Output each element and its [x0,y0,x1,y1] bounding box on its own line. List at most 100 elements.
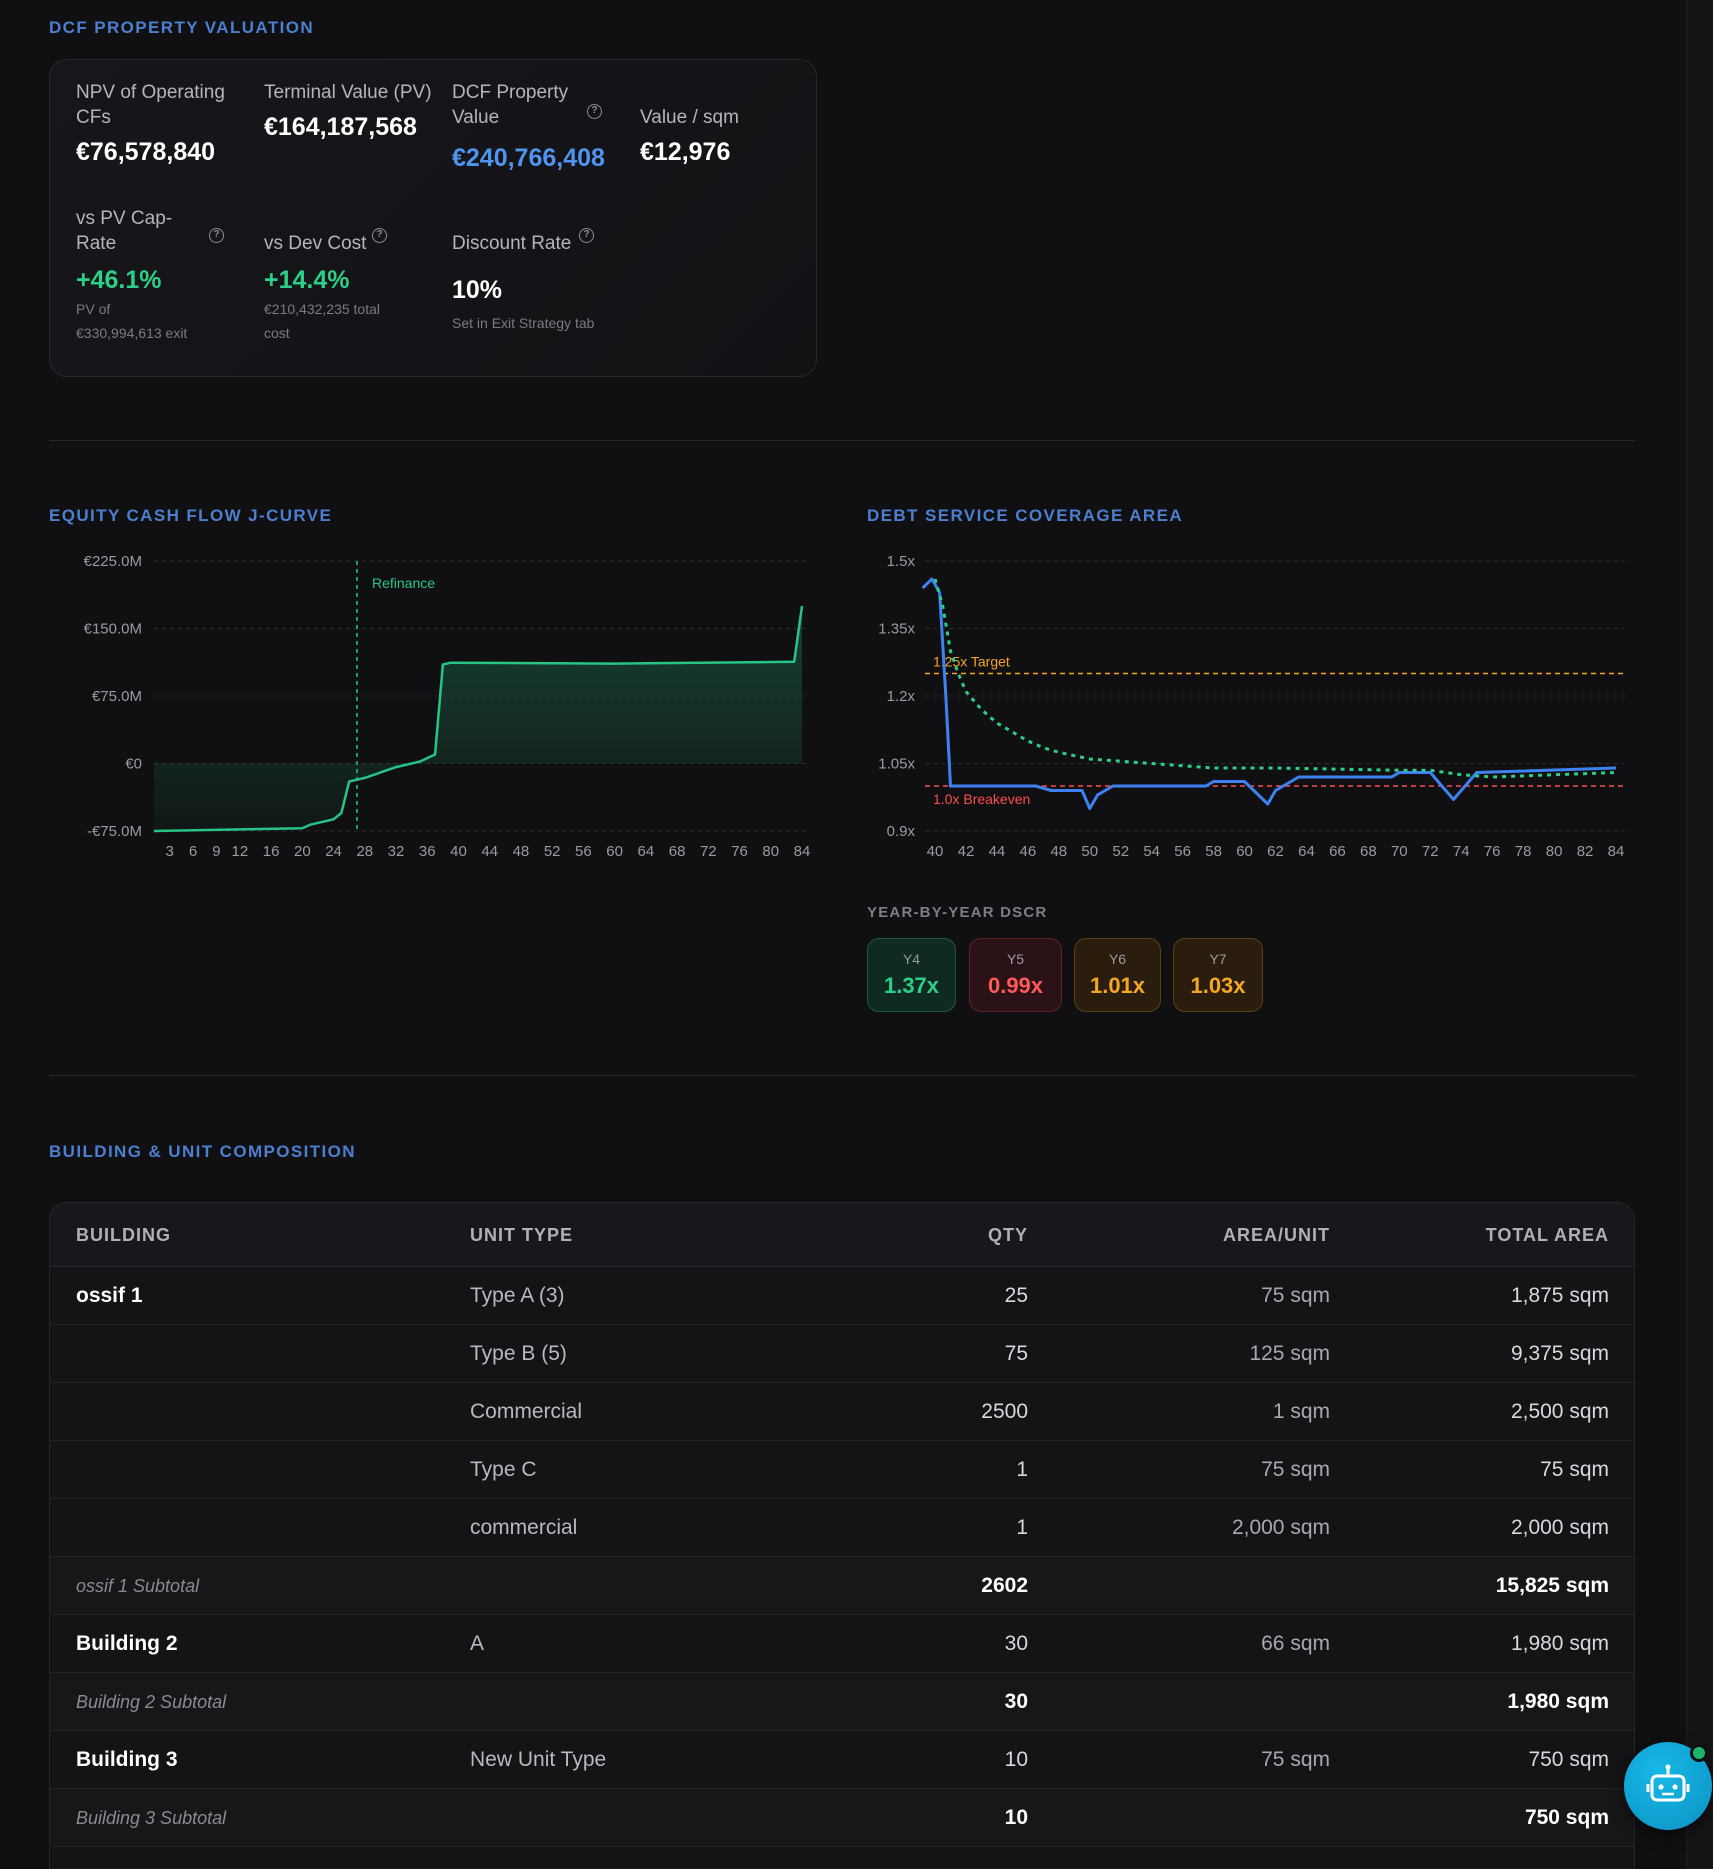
area-per-unit: 125 sqm [1249,1342,1330,1365]
dcf-value: €240,766,408 [452,144,605,172]
area-per-unit: 75 sqm [1261,1284,1330,1307]
x-tick-label: 64 [638,843,655,860]
divider [49,440,1635,441]
online-status-dot [1690,1744,1708,1762]
y-tick-label: 1.35x [878,621,915,638]
x-tick-label: 80 [1546,843,1563,860]
x-tick-label: 50 [1081,843,1098,860]
dev-cost-sub: €210,432,235 total cost [264,301,380,341]
y-tick-label: €75.0M [92,688,142,705]
dcf-section-title: DCF PROPERTY VALUATION [49,18,315,37]
col-area-unit[interactable]: AREA/UNIT [1223,1225,1330,1245]
x-tick-label: 74 [1453,843,1470,860]
unit-type: Type C [470,1458,537,1481]
cap-rate-label: vs PV Cap-Rate [76,208,173,254]
table-header: BUILDING UNIT TYPE QTY AREA/UNIT TOTAL A… [50,1203,1634,1267]
x-tick-label: 52 [1112,843,1129,860]
subtotal-total: 1,980 sqm [1507,1690,1609,1713]
cap-rate-value: +46.1% [76,266,162,294]
building-name: Building 3 [76,1748,178,1771]
qty: 1 [1016,1516,1028,1539]
x-tick-label: 46 [1020,843,1037,860]
total-area: 1,980 sqm [1510,1632,1609,1655]
x-tick-label: 56 [1174,843,1191,860]
terminal-metric: Terminal Value (PV) €164,187,568 [264,80,444,142]
dscr-chip-y6: Y6 1.01x [1074,938,1161,1012]
dscr-line [921,577,1617,810]
area-per-unit: 75 sqm [1261,1458,1330,1481]
cap-rate-help-icon[interactable]: ? [209,228,224,243]
table-row: Type B (5) 75 125 sqm 9,375 sqm [50,1325,1634,1383]
target-label: 1.25x Target [933,654,1010,670]
x-tick-label: 16 [263,843,280,860]
dscr-chip-y4: Y4 1.37x [867,938,956,1012]
x-tick-label: 60 [1236,843,1253,860]
x-tick-label: 40 [927,843,944,860]
x-tick-label: 20 [294,843,311,860]
x-tick-label: 32 [388,843,405,860]
divider [49,1075,1635,1076]
total-area: 750 sqm [1528,1748,1609,1771]
qty: 30 [1004,1632,1028,1655]
npv-label: NPV of Operating CFs [76,82,225,128]
chip-value: 0.99x [987,973,1044,998]
x-tick-label: 70 [1391,843,1408,860]
discount-rate-value: 10% [452,276,503,304]
x-tick-label: 56 [575,843,592,860]
subtotal-label: Building 2 Subtotal [76,1692,227,1712]
npv-metric: NPV of Operating CFs €76,578,840 [76,80,256,167]
col-qty[interactable]: QTY [987,1225,1028,1245]
x-tick-label: 72 [700,843,717,860]
subtotal-qty: 2602 [981,1574,1028,1597]
subtotal-row: ossif 1 Subtotal 2602 15,825 sqm [50,1557,1634,1615]
dev-cost-help-icon[interactable]: ? [372,228,387,243]
x-tick-label: 52 [544,843,561,860]
col-total-area[interactable]: TOTAL AREA [1485,1225,1609,1245]
jcurve-chart: €225.0M€150.0M€75.0M€0-€75.0M3 6 9 12 16 20 24… [84,553,811,860]
unit-type: Commercial [470,1400,583,1423]
total-area: 1,875 sqm [1510,1284,1609,1307]
col-building[interactable]: BUILDING [76,1225,171,1245]
subtotal-qty: 30 [1004,1690,1028,1713]
dev-cost-metric: vs Dev Cost +14.4% €210,432,235 total co… [264,231,394,345]
total-area: 2,500 sqm [1510,1400,1609,1423]
cap-rate-metric: vs PV Cap-Rate +46.1% PV of €330,994,613… [76,206,196,345]
qty: 1 [1016,1458,1028,1481]
unit-type: A [470,1632,485,1655]
composition-table: BUILDING UNIT TYPE QTY AREA/UNIT TOTAL A… [49,1202,1635,1869]
discount-rate-help-icon[interactable]: ? [579,228,594,243]
subtotal-qty: 10 [1004,1806,1028,1829]
dev-cost-value: +14.4% [264,266,350,294]
breakeven-label: 1.0x Breakeven [933,791,1030,807]
qty: 75 [1004,1342,1028,1365]
x-tick-label: 44 [481,843,498,860]
x-tick-label: 44 [989,843,1006,860]
terminal-label: Terminal Value (PV) [264,82,432,103]
equity-area [154,606,802,831]
total-area: 2,000 sqm [1510,1516,1609,1539]
x-tick-label: 72 [1422,843,1439,860]
x-tick-label: 80 [762,843,779,860]
dscr-chip-y5: Y5 0.99x [969,938,1062,1012]
col-unit-type[interactable]: UNIT TYPE [470,1225,574,1245]
dcf-card: NPV of Operating CFs €76,578,840 Termina… [49,59,817,377]
scrollbar[interactable] [1686,0,1713,1869]
x-tick-label: 54 [1143,843,1160,860]
dscr-area-title: DEBT SERVICE COVERAGE AREA [867,506,1184,525]
unit-type: Type A (3) [470,1284,565,1307]
x-tick-label: 48 [1050,843,1067,860]
area-per-unit: 2,000 sqm [1231,1516,1330,1539]
sqm-metric: Value / sqm €12,976 [640,105,820,167]
x-tick-label: 6 [189,843,197,860]
unit-type: Type B (5) [470,1342,567,1365]
subtotal-total: 750 sqm [1524,1806,1609,1829]
dcf-value-help-icon[interactable]: ? [587,104,602,119]
chip-value: 1.01x [1089,973,1146,998]
x-tick-label: 24 [325,843,342,860]
x-tick-label: 76 [1484,843,1501,860]
subtotal-total: 15,825 sqm [1495,1574,1609,1597]
x-tick-label: 68 [1360,843,1377,860]
dscr-trend-line [933,578,1617,779]
discount-rate-sub: Set in Exit Strategy tab [452,315,595,331]
building-name: Building 2 [76,1632,178,1655]
